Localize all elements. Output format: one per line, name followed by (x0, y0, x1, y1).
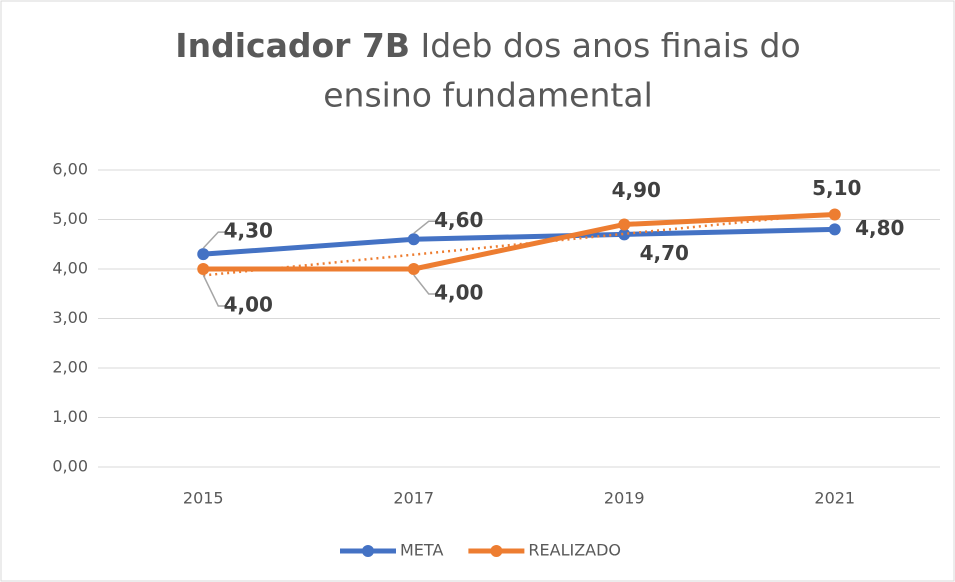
legend-label: REALIZADO (528, 541, 621, 560)
x-tick-label: 2015 (183, 489, 224, 508)
point (197, 248, 210, 261)
point (828, 223, 841, 236)
title-line: Ideb dos anos finais do (421, 26, 801, 65)
point (828, 208, 841, 221)
point (407, 263, 420, 275)
y-tick-label: 2,00 (52, 358, 88, 377)
y-tick-label: 0,00 (52, 457, 88, 476)
title-line: ensino fundamental (323, 76, 652, 115)
value-label: 4,90 (612, 178, 661, 202)
point (618, 228, 631, 241)
value-label: 4,80 (855, 216, 904, 240)
legend-marker (490, 545, 503, 557)
y-tick-label: 6,00 (52, 160, 88, 179)
leader-line (413, 220, 437, 234)
leader-line (413, 274, 437, 295)
leader-line (202, 231, 227, 249)
series-line (203, 212, 835, 272)
value-label: 4,70 (640, 241, 689, 265)
point (197, 263, 210, 275)
leader-line (202, 274, 227, 307)
series-line (203, 226, 835, 257)
y-tick-label: 5,00 (52, 209, 88, 228)
value-label: 5,10 (812, 176, 861, 200)
x-tick-label: 2017 (393, 489, 434, 508)
point (407, 233, 420, 246)
x-tick-label: 2021 (814, 489, 855, 508)
title-emphasis: Indicador 7B (175, 26, 410, 65)
x-tick-label: 2019 (604, 489, 645, 508)
chart-title: Indicador 7B Ideb dos anos finais do (175, 26, 800, 65)
y-tick-label: 1,00 (52, 407, 88, 426)
legend-label: META (400, 541, 443, 560)
value-label: 4,00 (224, 293, 273, 317)
value-label: 4,30 (224, 219, 273, 243)
value-label: 4,60 (434, 208, 483, 232)
point (618, 218, 631, 231)
y-tick-label: 3,00 (52, 308, 88, 327)
trendline (203, 211, 835, 277)
y-tick-label: 4,00 (52, 259, 88, 278)
legend-marker (362, 545, 374, 557)
value-label: 4,00 (434, 281, 483, 305)
